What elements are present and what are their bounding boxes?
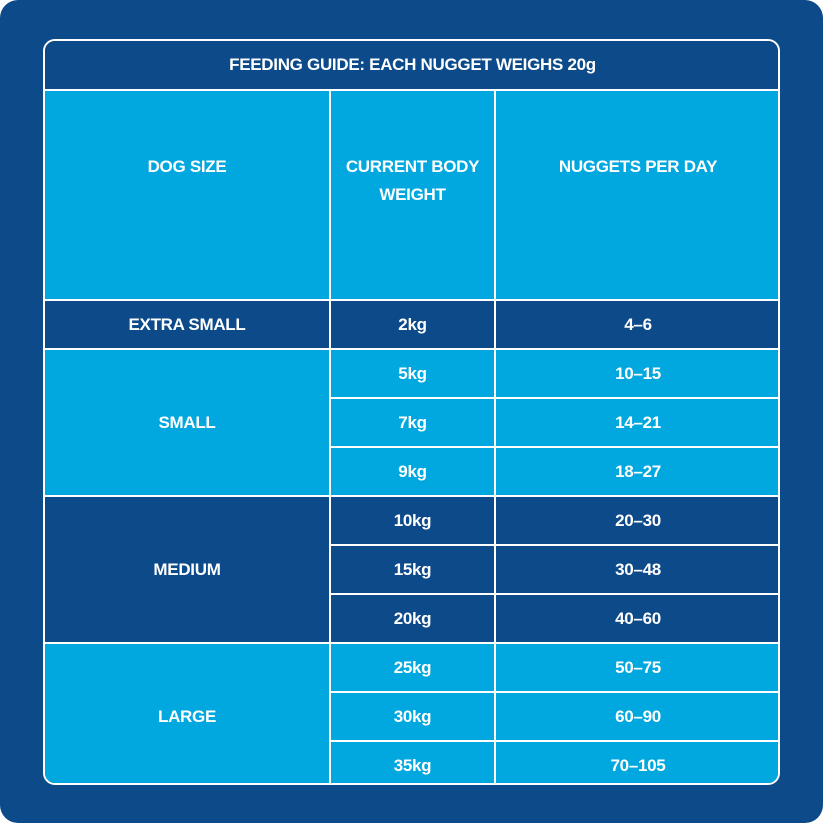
nuggets-per-day: 40–60 (494, 593, 778, 644)
column-header: DOG SIZE (45, 89, 331, 301)
body-weight: 35kg (330, 740, 496, 783)
column-header: NUGGETS PER DAY (494, 89, 778, 301)
body-weight: 30kg (330, 691, 496, 742)
column-header-row: DOG SIZE CURRENT BODY WEIGHT NUGGETS PER D… (45, 89, 778, 301)
nuggets-per-day: 50–75 (494, 642, 778, 693)
data-row: EXTRA SMALL 2kg 4–6 (45, 299, 778, 350)
table-title: FEEDING GUIDE: EACH NUGGET WEIGHS 20g (45, 41, 778, 91)
nuggets-per-day: 14–21 (494, 397, 778, 448)
feeding-table: FEEDING GUIDE: EACH NUGGET WEIGHS 20g DO… (45, 41, 778, 783)
nuggets-per-day: 10–15 (494, 348, 778, 399)
dog-size: LARGE (45, 642, 331, 783)
title-row: FEEDING GUIDE: EACH NUGGET WEIGHS 20g (45, 41, 778, 91)
nuggets-per-day: 4–6 (494, 299, 778, 350)
nuggets-per-day: 18–27 (494, 446, 778, 497)
nuggets-per-day: 30–48 (494, 544, 778, 595)
data-row: MEDIUM 10kg 20–30 (45, 495, 778, 644)
nuggets-per-day: 70–105 (494, 740, 778, 783)
nuggets-per-day: 20–30 (494, 495, 778, 546)
data-row: 7kg 14–21 (45, 397, 778, 448)
dog-size: EXTRA SMALL (45, 299, 331, 350)
body-weight: 25kg (329, 642, 496, 693)
data-row: LARGE 25kg 50–75 (45, 642, 778, 783)
data-row: SMALL 5kg 10–15 (45, 348, 778, 497)
body-weight: 9kg (330, 446, 496, 497)
dog-size: SMALL (45, 348, 331, 497)
body-weight: 7kg (330, 397, 496, 448)
nuggets-per-day: 60–90 (494, 691, 778, 742)
body-weight: 2kg (329, 299, 496, 350)
table-body: FEEDING GUIDE: EACH NUGGET WEIGHS 20g DO… (45, 41, 778, 783)
body-weight: 15kg (330, 544, 496, 595)
feeding-table-frame: FEEDING GUIDE: EACH NUGGET WEIGHS 20g DO… (43, 39, 780, 785)
dog-size: MEDIUM (45, 495, 331, 644)
body-weight: 20kg (330, 593, 496, 644)
body-weight: 10kg (329, 495, 496, 546)
body-weight: 5kg (329, 348, 496, 399)
column-header: CURRENT BODY WEIGHT (329, 89, 496, 301)
